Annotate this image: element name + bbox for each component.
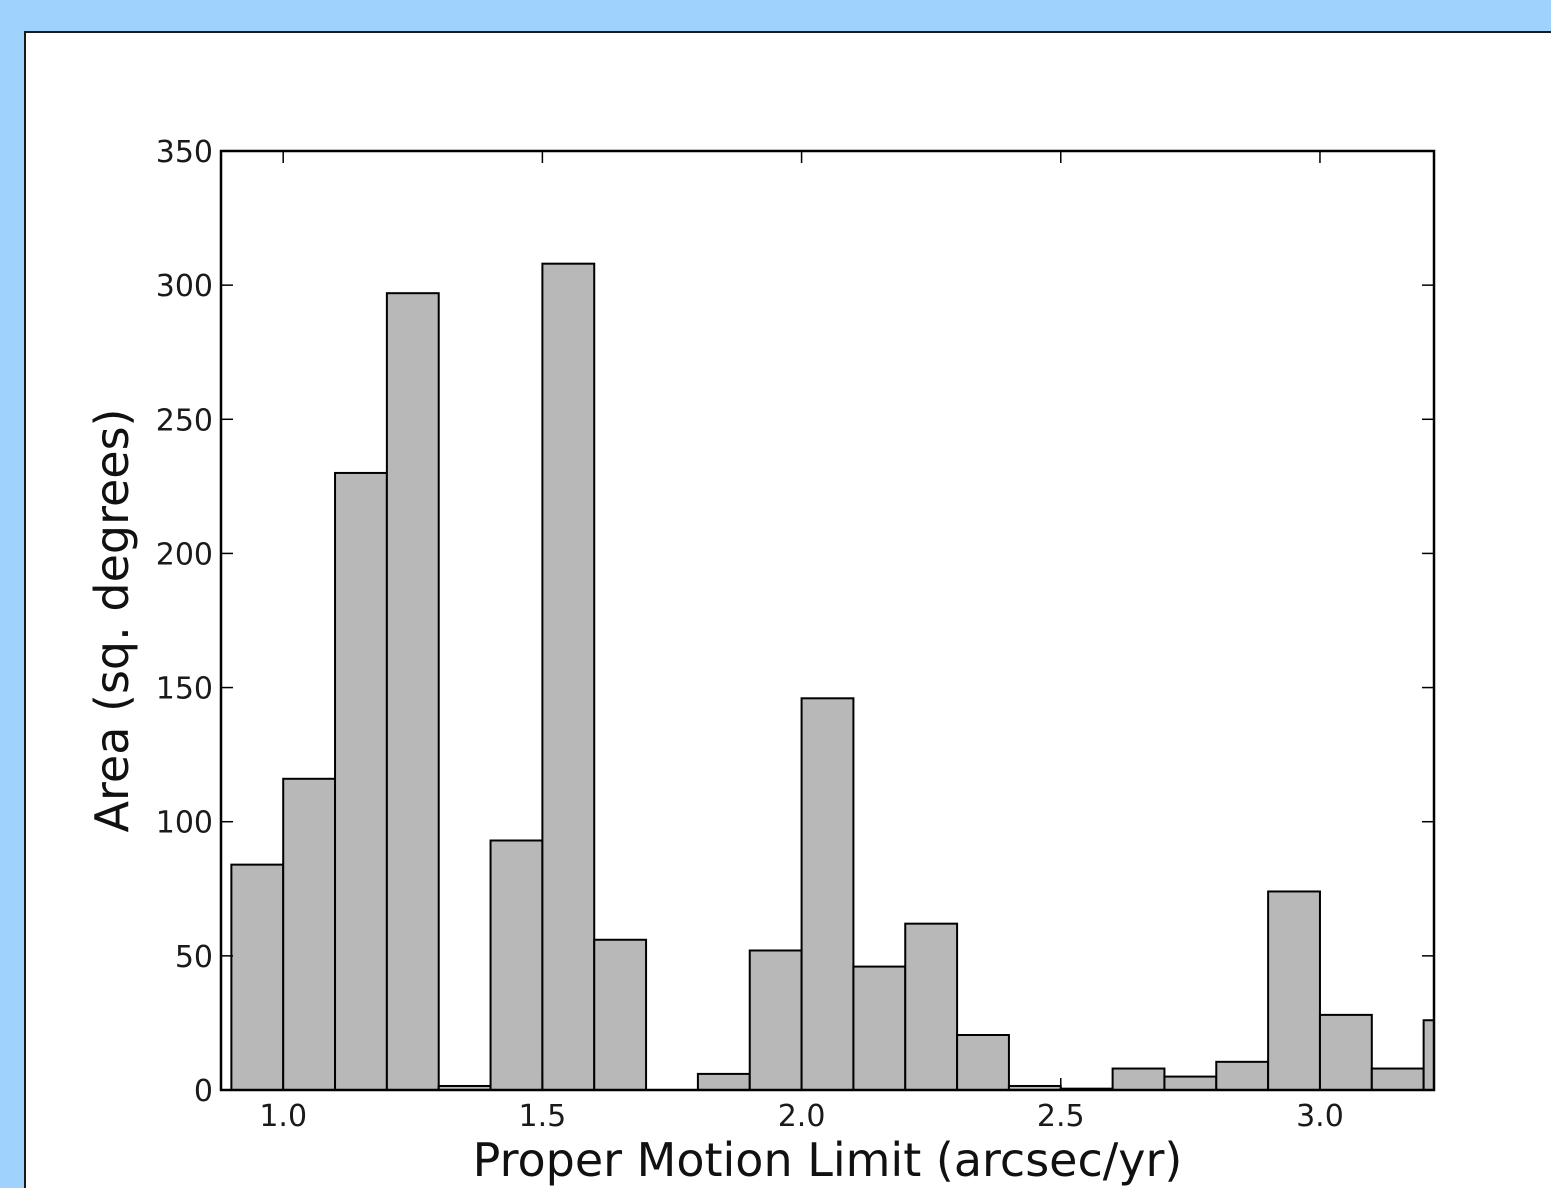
- histogram-bar: [800, 697, 855, 1090]
- histogram-bar: [385, 292, 440, 1090]
- histogram-bar: [230, 863, 285, 1090]
- y-tick-label: 250: [156, 403, 213, 438]
- x-tick-label: 2.5: [1037, 1099, 1085, 1134]
- y-tick-label: 350: [156, 135, 213, 170]
- histogram-bar: [1422, 1019, 1434, 1090]
- histogram-bar: [1267, 890, 1321, 1090]
- y-tick-label: 300: [156, 269, 213, 304]
- y-axis-label: Area (sq. degrees): [85, 409, 139, 833]
- histogram-bar: [489, 839, 544, 1090]
- x-tick-label: 1.0: [259, 1099, 307, 1134]
- histogram-chart: 1.0 1.5 2.0 2.5 3.0 0 50 100 150 200 250 300 350 Pro…: [85, 135, 1436, 1187]
- y-tick-label: 150: [156, 672, 213, 707]
- histogram-bar: [696, 1072, 751, 1090]
- histogram-bar: [956, 1034, 1010, 1090]
- x-axis-label: Proper Motion Limit (arcsec/yr): [473, 1133, 1183, 1187]
- bars-group: [230, 262, 1434, 1090]
- histogram-bar: [904, 922, 959, 1090]
- histogram-bar: [593, 938, 648, 1090]
- histogram-bar: [748, 949, 803, 1090]
- x-tick-label: 2.0: [778, 1099, 826, 1134]
- ticks-group: [221, 150, 1434, 1091]
- histogram-bar: [334, 471, 388, 1090]
- histogram-bar: [1163, 1075, 1218, 1090]
- histogram-bar: [282, 777, 337, 1090]
- y-tick-label: 0: [194, 1074, 213, 1109]
- histogram-bar: [1318, 1013, 1373, 1090]
- tick-labels-group: 1.0 1.5 2.0 2.5 3.0 0 50 100 150 200 250 300 350: [156, 135, 1344, 1134]
- histogram-bar: [1111, 1067, 1166, 1090]
- y-tick-label: 100: [156, 806, 213, 841]
- histogram-bar: [1215, 1060, 1270, 1090]
- plot-frame: [219, 149, 1436, 1092]
- histogram-bar: [541, 262, 596, 1090]
- figure-panel: 1.0 1.5 2.0 2.5 3.0 0 50 100 150 200 250 300 350 Pro…: [24, 31, 1551, 1188]
- histogram-bar: [852, 965, 907, 1090]
- y-tick-label: 50: [175, 940, 213, 975]
- y-tick-label: 200: [156, 537, 213, 572]
- x-tick-label: 1.5: [519, 1099, 567, 1134]
- x-tick-label: 3.0: [1296, 1099, 1344, 1134]
- histogram-bar: [1370, 1067, 1425, 1090]
